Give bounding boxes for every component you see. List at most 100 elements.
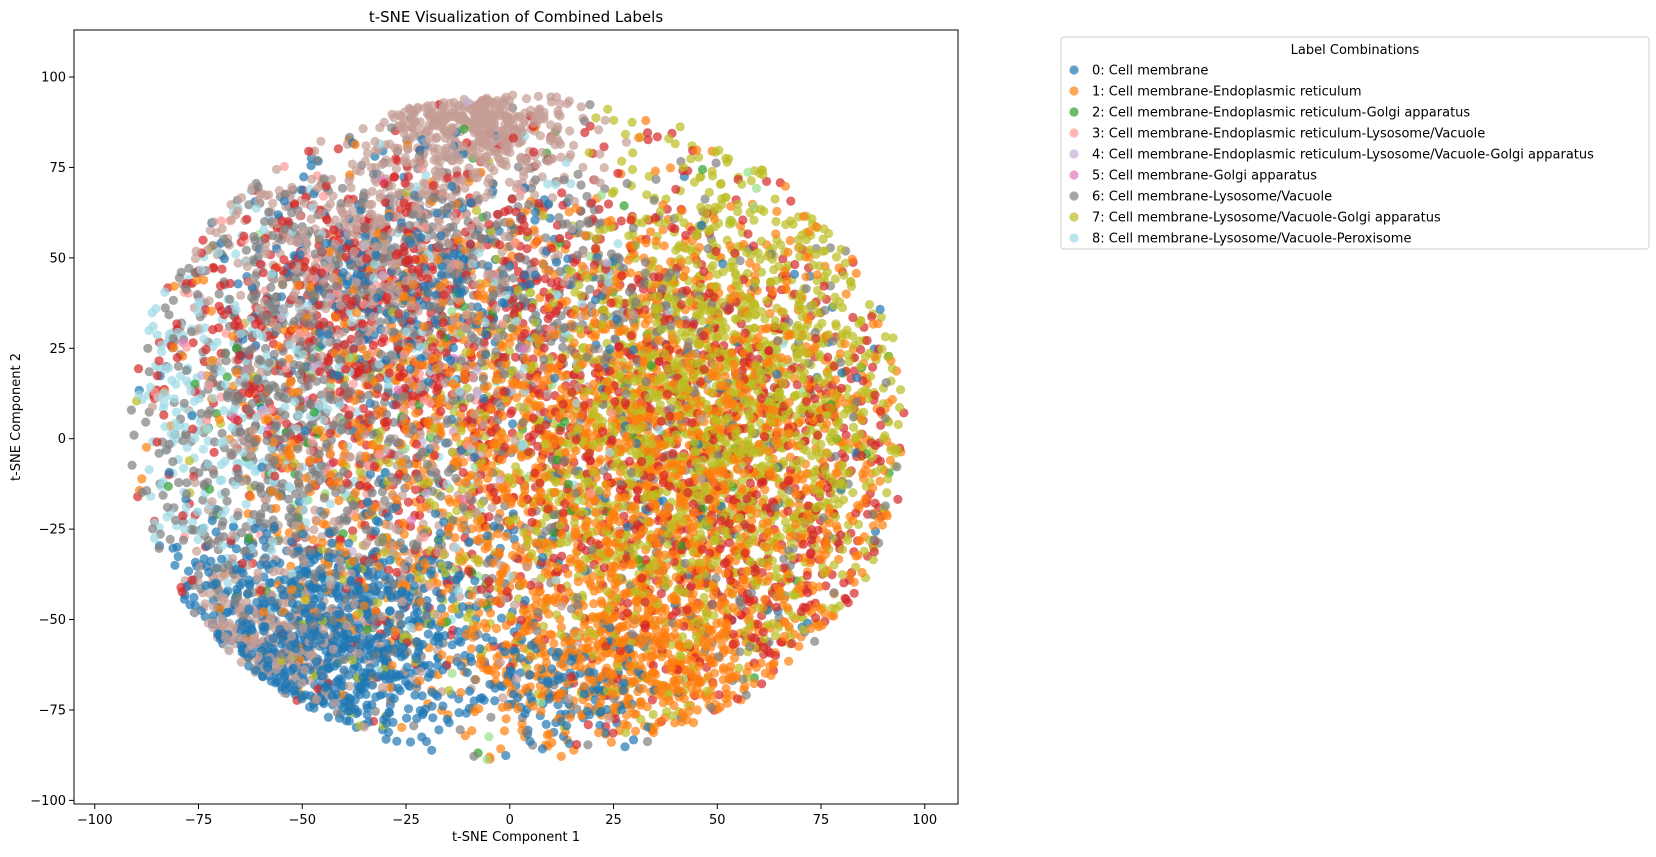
scatter-point: [539, 621, 549, 631]
scatter-point: [477, 357, 487, 367]
scatter-point: [703, 226, 714, 236]
scatter-point: [236, 290, 246, 300]
scatter-point: [606, 737, 617, 747]
scatter-point: [428, 713, 438, 723]
scatter-point: [785, 235, 795, 246]
scatter-point: [268, 198, 278, 208]
scatter-point: [345, 198, 355, 208]
scatter-point: [769, 265, 779, 275]
scatter-point: [168, 295, 178, 305]
scatter-point: [880, 332, 891, 342]
scatter-point: [499, 726, 510, 736]
scatter-point: [184, 456, 194, 466]
scatter-point: [893, 494, 903, 504]
scatter-point: [648, 709, 658, 720]
scatter-point: [877, 520, 888, 530]
scatter-point: [387, 109, 397, 119]
scatter-point: [552, 610, 562, 620]
scatter-point: [471, 206, 482, 216]
scatter-point: [675, 122, 685, 132]
scatter-point: [490, 696, 500, 706]
scatter-point: [565, 126, 575, 136]
scatter-point: [637, 653, 647, 663]
scatter-point: [841, 289, 851, 299]
scatter-point: [436, 491, 446, 501]
scatter-point: [642, 736, 653, 747]
scatter-point: [613, 168, 623, 178]
scatter-point: [173, 361, 184, 371]
scatter-point: [617, 156, 627, 166]
scatter-point: [786, 196, 796, 206]
scatter-point: [583, 720, 593, 730]
scatter-point: [534, 234, 544, 245]
scatter-point: [627, 117, 637, 127]
scatter-point: [801, 272, 811, 282]
scatter-point: [126, 405, 136, 415]
scatter-point: [553, 250, 563, 260]
scatter-point: [504, 177, 515, 187]
scatter-point: [326, 174, 337, 184]
scatter-point: [434, 725, 444, 735]
scatter-point: [337, 183, 348, 193]
scatter-point: [222, 372, 232, 382]
scatter-point: [551, 257, 562, 267]
scatter-point: [670, 718, 680, 728]
scatter-point: [346, 183, 356, 193]
scatter-point: [160, 303, 170, 313]
scatter-point: [784, 656, 794, 666]
scatter-point: [165, 534, 175, 545]
scatter-point: [868, 362, 878, 372]
scatter-point: [192, 507, 203, 517]
scatter-point: [392, 736, 402, 746]
scatter-point: [217, 428, 227, 438]
scatter-point: [233, 279, 243, 289]
scatter-point: [325, 499, 336, 509]
scatter-point: [790, 259, 800, 270]
scatter-point: [282, 419, 292, 429]
scatter-point: [438, 701, 448, 711]
scatter-point: [711, 158, 721, 168]
scatter-point: [770, 651, 781, 661]
scatter-point: [619, 201, 629, 211]
scatter-point: [385, 139, 395, 149]
scatter-point: [768, 286, 778, 296]
scatter-point: [258, 594, 268, 604]
scatter-point: [522, 244, 532, 254]
scatter-point: [613, 239, 623, 249]
scatter-point: [591, 113, 601, 123]
scatter-point: [167, 375, 177, 385]
scatter-point: [564, 96, 574, 106]
scatter-point: [686, 154, 696, 164]
scatter-point: [576, 180, 586, 190]
scatter-point: [641, 115, 651, 126]
scatter-point: [362, 710, 372, 720]
scatter-point: [190, 478, 200, 488]
scatter-point: [144, 465, 154, 475]
scatter-point: [795, 251, 805, 262]
scatter-point: [493, 513, 503, 523]
scatter-point: [733, 206, 743, 217]
scatter-point: [143, 343, 153, 353]
scatter-point: [594, 457, 604, 467]
scatter-point: [726, 201, 736, 211]
scatter-point: [242, 214, 252, 224]
scatter-point: [788, 611, 798, 621]
scatter-point: [405, 737, 416, 747]
scatter-point: [351, 165, 361, 175]
scatter-point: [561, 296, 572, 306]
scatter-point: [348, 379, 358, 389]
scatter-point: [839, 578, 849, 588]
scatter-point: [831, 252, 842, 262]
scatter-point: [849, 588, 859, 598]
scatter-point: [214, 289, 224, 299]
scatter-point: [334, 495, 344, 506]
scatter-point: [184, 566, 194, 576]
scatter-point: [823, 352, 833, 362]
scatter-point: [780, 181, 791, 191]
scatter-point: [556, 751, 566, 762]
scatter-point: [469, 751, 479, 761]
scatter-point: [172, 353, 182, 363]
scatter-point: [358, 403, 369, 414]
